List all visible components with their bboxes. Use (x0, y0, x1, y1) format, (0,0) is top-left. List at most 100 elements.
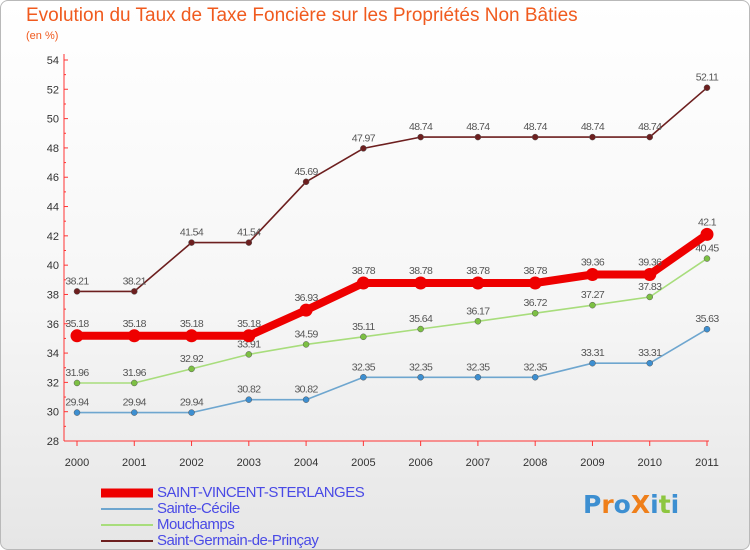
data-point (131, 288, 138, 295)
data-point (585, 268, 599, 282)
logo-letter: P (583, 490, 602, 519)
data-point (242, 329, 256, 343)
data-label: 38.21 (65, 275, 89, 287)
y-tick-label: 48 (47, 143, 59, 155)
x-tick-label: 2000 (65, 457, 89, 469)
data-label: 35.18 (237, 318, 261, 330)
logo-letter: X (630, 490, 651, 519)
data-point (417, 133, 424, 141)
chart-title: Evolution du Taux de Taxe Foncière sur l… (26, 5, 578, 26)
data-point (474, 374, 482, 381)
legend-label: Mouchamps (157, 516, 235, 533)
data-point (360, 333, 367, 341)
data-point (531, 133, 539, 141)
logo-letter: i (670, 490, 680, 519)
y-tick-label: 42 (47, 231, 59, 243)
data-label: 35.18 (180, 318, 204, 330)
data-point (471, 276, 485, 290)
y-tick-label: 34 (47, 348, 59, 360)
legend-swatch (101, 508, 153, 510)
y-tick-label: 38 (47, 289, 59, 301)
data-label: 41.54 (180, 227, 204, 239)
legend-swatch (101, 488, 153, 498)
data-point (299, 303, 313, 317)
data-point (417, 325, 424, 333)
data-label: 36.93 (294, 292, 318, 304)
legend-label: Saint-Germain-de-Prinçay (157, 532, 319, 549)
x-tick-label: 2007 (466, 457, 490, 469)
x-tick-label: 2006 (408, 457, 432, 469)
data-point (531, 374, 539, 381)
data-point (127, 329, 141, 343)
data-label: 33.91 (237, 338, 261, 350)
data-point (360, 374, 367, 381)
legend-label: SAINT-VINCENT-STERLANGES (157, 484, 365, 501)
x-tick-label: 2011 (695, 457, 719, 469)
x-tick-label: 2001 (122, 457, 146, 469)
series-line (73, 230, 711, 340)
data-label: 38.21 (123, 275, 147, 287)
data-point (703, 84, 711, 91)
data-label: 33.31 (581, 347, 605, 359)
data-label: 29.94 (123, 397, 147, 409)
data-point (646, 293, 653, 301)
data-label: 32.35 (409, 361, 433, 373)
data-point (131, 379, 138, 387)
data-point (356, 276, 370, 290)
y-tick-label: 54 (47, 55, 59, 67)
data-label: 33.31 (638, 347, 662, 359)
data-point (245, 239, 253, 246)
data-point (589, 133, 596, 141)
data-point (589, 359, 596, 367)
data-point (185, 329, 199, 343)
y-tick-label: 46 (47, 172, 59, 184)
data-point (188, 239, 195, 246)
logo-letter: o (613, 490, 631, 519)
logo-letter: t (658, 490, 671, 519)
y-tick-label: 40 (47, 260, 59, 272)
data-label: 36.17 (466, 305, 490, 317)
data-label: 42.1 (698, 216, 717, 228)
data-label: 45.69 (294, 166, 318, 178)
data-point (302, 341, 310, 348)
data-point (131, 409, 138, 416)
data-label: 32.35 (352, 361, 376, 373)
data-label: 38.78 (352, 265, 376, 277)
x-tick-label: 2003 (237, 457, 261, 469)
x-tick-label: 2002 (179, 457, 203, 469)
chart-subtitle: (en %) (26, 30, 59, 42)
x-tick-label: 2009 (580, 457, 604, 469)
data-label: 35.64 (409, 313, 433, 325)
data-label: 29.94 (65, 397, 89, 409)
data-label: 47.97 (352, 132, 376, 144)
data-label: 32.35 (524, 361, 548, 373)
series-line (76, 86, 708, 293)
data-label: 31.96 (123, 367, 147, 379)
data-point (589, 301, 596, 309)
legend-swatch (101, 540, 153, 542)
data-label: 35.11 (352, 321, 375, 333)
data-label: 36.72 (524, 297, 548, 309)
y-tick-label: 28 (47, 436, 59, 448)
data-label: 48.74 (466, 121, 490, 133)
x-tick-label: 2004 (294, 457, 318, 469)
data-point (302, 178, 310, 186)
data-label: 32.92 (180, 353, 204, 365)
y-tick-label: 32 (47, 377, 59, 389)
data-point (700, 227, 714, 241)
y-tick-label: 44 (47, 202, 59, 214)
data-point (417, 374, 424, 381)
data-label: 48.74 (524, 121, 548, 133)
data-point (245, 351, 253, 358)
data-label: 48.74 (581, 121, 605, 133)
data-label: 48.74 (638, 121, 662, 133)
data-point (73, 288, 81, 295)
data-label: 30.82 (237, 384, 261, 396)
data-point (302, 396, 310, 403)
data-label: 41.54 (237, 227, 261, 239)
data-label: 37.27 (581, 289, 605, 301)
series-line (76, 328, 708, 414)
data-point (531, 309, 539, 317)
logo-letter: i (650, 490, 659, 519)
data-point (646, 133, 653, 141)
